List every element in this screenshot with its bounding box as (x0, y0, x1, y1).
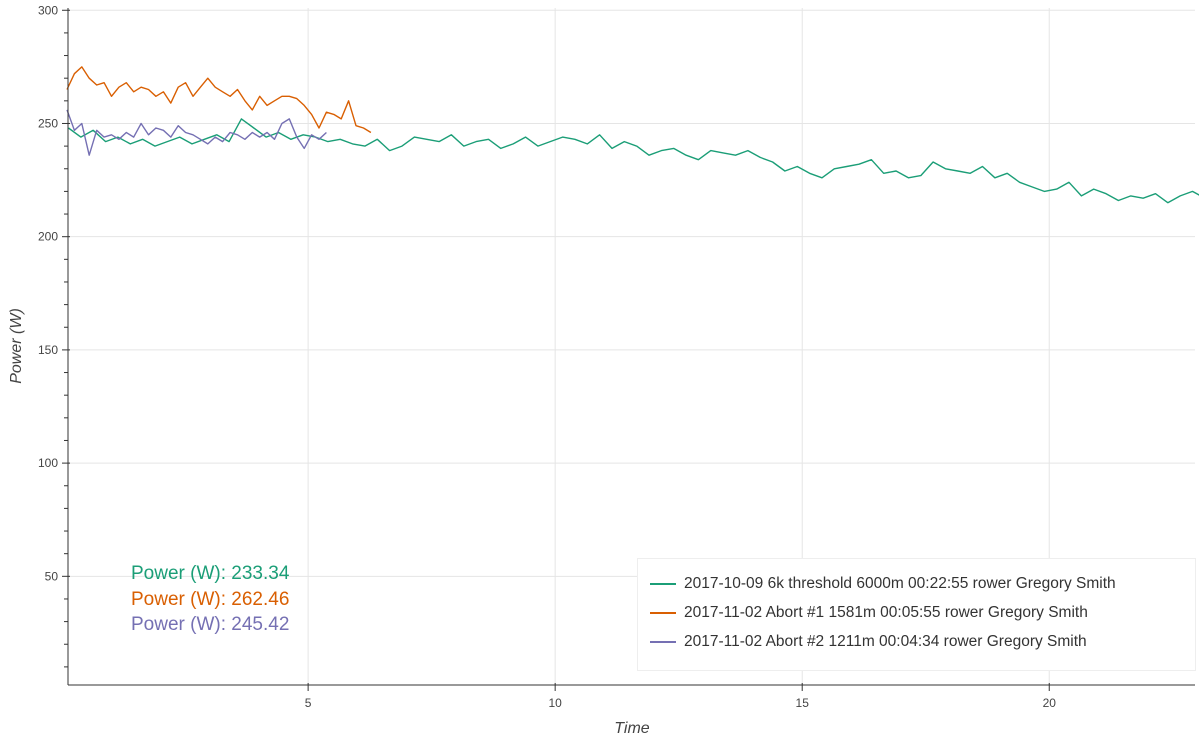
x-tick-label: 20 (1043, 696, 1057, 710)
legend-swatch (650, 640, 676, 643)
x-tick-label: 15 (796, 696, 810, 710)
legend-item-3[interactable]: 2017-11-02 Abort #2 1211m 00:04:34 rower… (650, 633, 1087, 651)
y-tick-label: 150 (38, 343, 58, 357)
x-tick-label: 10 (548, 696, 562, 710)
legend-item-2[interactable]: 2017-11-02 Abort #1 1581m 00:05:55 rower… (650, 604, 1088, 622)
y-tick-label: 50 (45, 569, 59, 583)
y-tick-label: 100 (38, 456, 58, 470)
legend-swatch (650, 611, 676, 614)
series-line-1 (68, 118, 1199, 204)
y-axis-label: Power (W) (8, 308, 25, 384)
y-tick-label: 250 (38, 116, 58, 130)
legend-label: 2017-11-02 Abort #2 1211m 00:04:34 rower… (684, 633, 1087, 650)
series-line-3 (66, 109, 327, 156)
legend: 2017-10-09 6k threshold 6000m 00:22:55 r… (637, 558, 1196, 671)
series-lines (66, 66, 1199, 204)
legend-label: 2017-10-09 6k threshold 6000m 00:22:55 r… (684, 575, 1116, 592)
legend-item-1[interactable]: 2017-10-09 6k threshold 6000m 00:22:55 r… (650, 575, 1116, 593)
grid-lines (68, 8, 1195, 685)
x-tick-label: 5 (305, 696, 312, 710)
series-line-2 (66, 66, 372, 134)
legend-label: 2017-11-02 Abort #1 1581m 00:05:55 rower… (684, 604, 1088, 621)
hover-readout-2: Power (W): 262.46 (131, 589, 290, 610)
axes: 50 100 150 200 250 300 5 10 15 20 (38, 3, 1195, 710)
y-tick-label: 200 (38, 230, 58, 244)
hover-readout-3: Power (W): 245.42 (131, 614, 290, 635)
hover-readout-1: Power (W): 233.34 (131, 563, 290, 584)
x-axis-label: Time (614, 720, 650, 737)
y-tick-label: 300 (38, 3, 58, 17)
legend-swatch (650, 582, 676, 585)
